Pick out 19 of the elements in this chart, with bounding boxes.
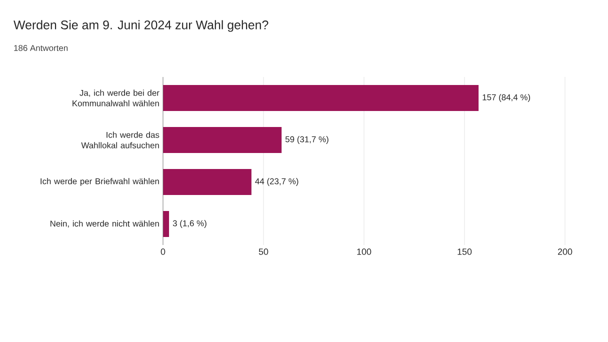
y-tick-label: Ja, ich werde bei der Kommunalwahl wählen [72,90,160,106]
y-tick-label: Ich werde per Briefwahl wählen [40,178,159,186]
data-label: 157 (84,4 %) [482,94,530,102]
x-tick-label: 150 [458,248,472,255]
bar [163,210,170,237]
bar [163,168,252,195]
data-label: 3 (1,6 %) [172,220,206,228]
x-tick-label: 0 [160,248,166,255]
bar [163,126,282,153]
y-tick-label: Nein, ich werde nicht wählen [50,220,159,228]
data-label: 44 (23,7 %) [255,178,298,186]
bar [163,84,479,111]
data-label: 59 (31,7 %) [285,136,328,144]
x-tick-label: 50 [258,248,268,255]
text: 186 Antworten [14,45,68,51]
x-tick-label: 100 [357,248,372,255]
x-tick-label: 200 [558,248,572,255]
y-tick-label: Ich werde das Wahllokal aufsuchen [81,132,160,148]
chart-title: Werden Sie am 9. Juni 2024 zur Wahl gehen? [14,20,268,32]
